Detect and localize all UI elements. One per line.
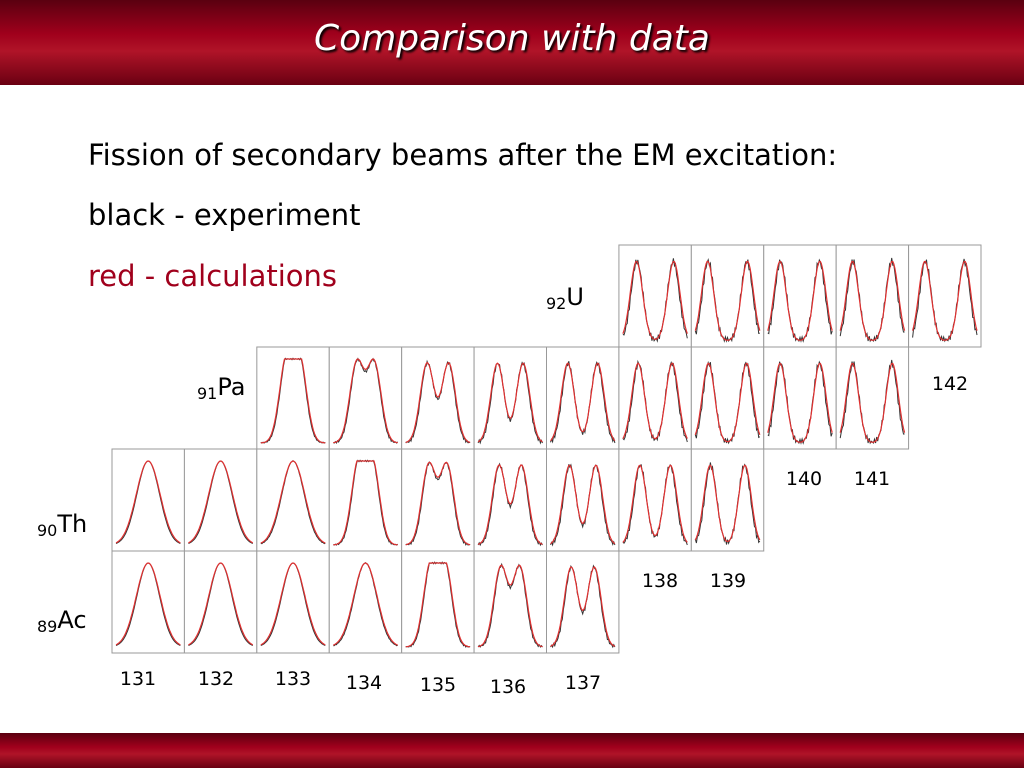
calculation-curve <box>333 460 398 546</box>
experiment-curve <box>767 360 833 445</box>
calculation-curve <box>694 260 761 341</box>
mass-label: 131 <box>119 668 157 690</box>
text-line: Fission of secondary beams after the EM … <box>88 138 838 172</box>
plot-cell <box>328 346 403 450</box>
atomic-number: 92 <box>546 294 567 313</box>
plot-cell <box>618 448 692 552</box>
mass-label: 141 <box>853 468 891 490</box>
calculation-curve <box>550 566 616 647</box>
calculation-curve <box>839 260 906 341</box>
plot-cell <box>763 244 837 348</box>
plot-cell <box>908 244 982 348</box>
mass-label: 140 <box>785 468 823 490</box>
mass-label: 132 <box>197 668 235 690</box>
calculation-curve <box>550 464 616 545</box>
calculation-curve <box>260 562 326 646</box>
experiment-curve <box>405 461 471 546</box>
experiment-curve <box>694 360 761 445</box>
calculation-curve <box>188 460 254 544</box>
calculation-curve <box>550 362 616 442</box>
plot-cell <box>328 550 403 654</box>
calculation-curve <box>767 260 833 341</box>
experiment-curve <box>405 359 471 444</box>
plot-cell <box>690 244 765 348</box>
element-label: 90Th <box>37 510 87 540</box>
atomic-number: 90 <box>37 521 58 540</box>
mass-label: 142 <box>931 373 969 395</box>
calculation-curve <box>694 362 761 443</box>
plot-cell <box>256 448 330 552</box>
element-symbol: Th <box>57 510 88 538</box>
plot-cell <box>835 244 910 348</box>
calculation-curve <box>405 461 471 546</box>
footer-band <box>0 733 1024 768</box>
experiment-curve <box>694 462 761 545</box>
calculation-curve <box>260 460 326 544</box>
experiment-curve <box>260 357 326 444</box>
calculation-curve <box>188 562 254 646</box>
calculation-curve <box>622 260 688 340</box>
calculation-curve <box>622 464 688 543</box>
plot-cell <box>401 448 475 552</box>
mass-label: 133 <box>274 668 312 690</box>
text-line: black - experiment <box>88 198 361 232</box>
element-label: 91Pa <box>197 373 245 403</box>
plot-cell <box>473 346 548 450</box>
calculation-curve <box>477 564 543 648</box>
plot-cell <box>473 550 548 654</box>
calculation-curve <box>115 460 181 544</box>
experiment-curve <box>694 258 760 343</box>
mass-label: 138 <box>641 570 679 592</box>
calculation-curve <box>333 358 398 444</box>
calculation-curve <box>694 464 761 543</box>
calculation-curve <box>477 362 543 443</box>
calculation-curve <box>767 362 833 443</box>
mass-label: 134 <box>345 672 383 694</box>
calculation-curve <box>260 358 326 444</box>
plot-cell <box>763 346 837 450</box>
calculation-curve <box>839 362 906 443</box>
plot-cell <box>401 550 475 654</box>
calculation-curve <box>912 260 978 341</box>
header-band <box>0 0 1024 85</box>
element-label: 89Ac <box>37 606 87 636</box>
plot-cell <box>618 346 692 450</box>
element-symbol: Ac <box>57 606 87 634</box>
calculation-curve <box>333 562 398 646</box>
calculation-curve <box>405 361 471 443</box>
mass-label: 135 <box>419 674 457 696</box>
calculation-curve <box>622 362 688 440</box>
atomic-number: 89 <box>37 617 58 636</box>
plot-cell <box>690 346 765 450</box>
calculation-curve <box>405 562 471 648</box>
plot-cell <box>328 448 403 552</box>
plot-cell <box>835 346 910 450</box>
calculation-curve <box>115 562 181 646</box>
text-line: red - calculations <box>88 259 338 293</box>
plot-cell <box>256 346 330 450</box>
atomic-number: 91 <box>197 384 218 403</box>
element-symbol: Pa <box>217 373 246 401</box>
mass-label: 136 <box>489 676 527 698</box>
experiment-curve <box>622 463 688 546</box>
experiment-curve <box>333 357 399 444</box>
title: Comparison with data <box>314 18 710 59</box>
element-symbol: U <box>566 283 584 311</box>
plot-cell <box>690 448 765 552</box>
element-label: 92U <box>546 283 584 313</box>
calculation-curve <box>477 464 543 545</box>
experiment-curve <box>767 258 833 343</box>
mass-label: 137 <box>564 672 602 694</box>
mass-label: 139 <box>709 570 747 592</box>
